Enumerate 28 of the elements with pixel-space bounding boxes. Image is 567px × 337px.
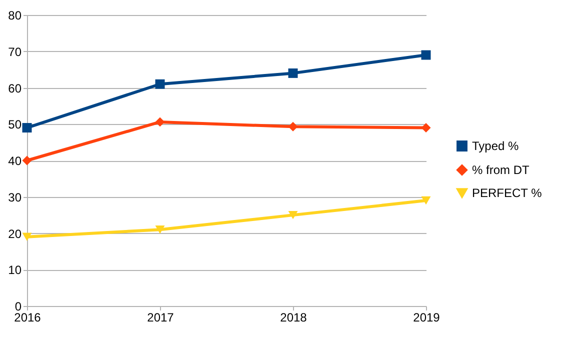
x-tick-label: 2018	[280, 310, 308, 324]
point	[155, 117, 165, 127]
legend-label: % from DT	[472, 163, 530, 177]
y-tick-label: 20	[8, 226, 22, 241]
point	[288, 210, 298, 220]
point	[22, 232, 32, 241]
point	[22, 123, 32, 133]
point	[421, 196, 431, 205]
y-tick-label: 10	[8, 263, 22, 278]
point	[421, 123, 431, 133]
legend-label: Typed %	[472, 139, 520, 153]
point	[22, 156, 32, 166]
point	[155, 226, 165, 234]
x-tick-label: 2019	[413, 310, 440, 324]
y-tick-label: 40	[8, 154, 22, 168]
point	[288, 68, 298, 78]
x-tick-label: 2017	[147, 310, 174, 324]
y-tick-label: 60	[8, 81, 22, 96]
point	[421, 50, 431, 60]
y-tick-label: 80	[8, 8, 22, 22]
x-tick-label: 2016	[14, 310, 42, 324]
y-tick-label: 0	[14, 300, 22, 314]
y-tick-label: 70	[8, 44, 22, 59]
y-tick-label: 50	[8, 118, 22, 132]
legend-label: PERFECT %	[472, 186, 542, 200]
point	[155, 79, 165, 89]
point	[288, 122, 298, 132]
y-tick-label: 30	[8, 190, 22, 204]
